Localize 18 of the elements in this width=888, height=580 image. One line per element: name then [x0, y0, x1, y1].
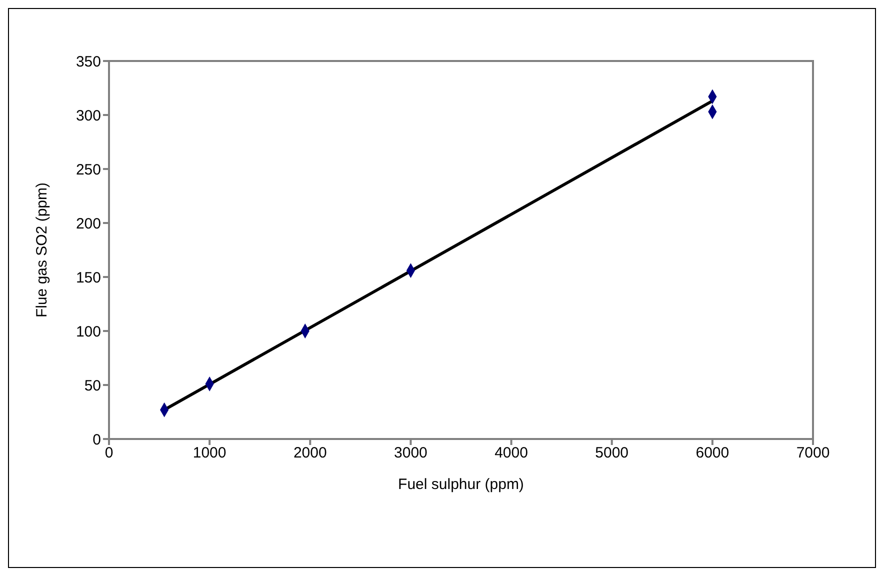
- x-tick-label: 4000: [494, 444, 528, 462]
- y-tick-label: 150: [76, 269, 101, 286]
- x-tick-label: 7000: [796, 444, 830, 462]
- x-tick-label: 0: [104, 444, 114, 462]
- y-tick-label: 50: [84, 377, 101, 394]
- x-tick-label: 6000: [696, 444, 730, 462]
- y-tick-label: 100: [76, 323, 101, 340]
- y-tick-label: 250: [76, 161, 101, 178]
- y-tick-label: 0: [92, 431, 101, 448]
- x-tick-label: 2000: [293, 444, 327, 462]
- x-tick-label: 3000: [394, 444, 428, 462]
- y-axis-title: Flue gas SO2 (ppm): [33, 182, 50, 318]
- x-axis-title: Fuel sulphur (ppm): [398, 476, 524, 493]
- y-tick-label: 300: [76, 107, 101, 124]
- y-tick-label: 350: [76, 53, 101, 70]
- y-tick-label: 200: [76, 215, 101, 232]
- x-tick-label: 5000: [595, 444, 629, 462]
- x-tick-label: 1000: [192, 444, 226, 462]
